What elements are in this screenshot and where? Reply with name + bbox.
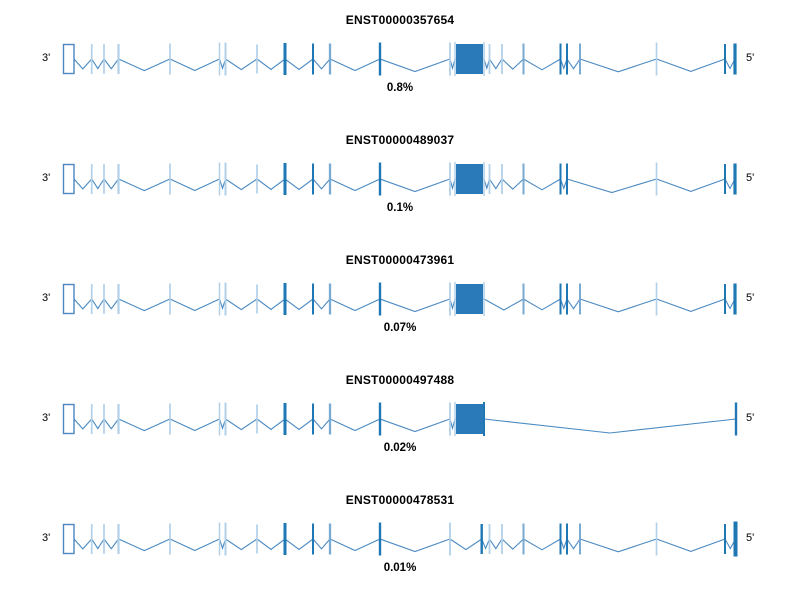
three-prime-label: 3'	[42, 292, 51, 304]
three-prime-label: 3'	[42, 412, 51, 424]
five-prime-label: 5'	[746, 172, 755, 184]
transcript-row-2: ENST00000489037 3' 5' 0.1%	[0, 120, 800, 240]
transcript-id: ENST00000489037	[345, 133, 455, 147]
three-prime-label: 3'	[42, 172, 51, 184]
transcript-structure-drawing	[62, 282, 737, 316]
transcript-row-4: ENST00000497488 3' 5' 0.02%	[0, 360, 800, 480]
five-prime-label: 5'	[746, 52, 755, 64]
three-prime-label: 3'	[42, 532, 51, 544]
transcript-id: ENST00000473961	[345, 253, 455, 267]
usage-percent: 0.07%	[383, 322, 417, 334]
transcript-structure-drawing	[62, 521, 738, 557]
transcript-row-1: ENST00000357654 3' 5' 0.8%	[0, 0, 800, 120]
usage-percent: 0.1%	[386, 202, 414, 214]
transcript-id: ENST00000497488	[345, 373, 455, 387]
transcript-structure-drawing	[62, 162, 737, 196]
usage-percent: 0.8%	[386, 82, 414, 94]
transcript-row-3: ENST00000473961 3' 5' 0.07%	[0, 240, 800, 360]
transcript-structure-drawing	[62, 42, 737, 76]
usage-percent: 0.01%	[383, 562, 417, 574]
transcript-structure-drawing	[62, 402, 738, 436]
usage-percent: 0.02%	[383, 442, 417, 454]
five-prime-label: 5'	[746, 412, 755, 424]
transcript-row-5: ENST00000478531 3' 5' 0.01%	[0, 480, 800, 600]
transcript-id: ENST00000357654	[345, 13, 455, 27]
five-prime-label: 5'	[746, 532, 755, 544]
three-prime-label: 3'	[42, 52, 51, 64]
transcript-id: ENST00000478531	[345, 493, 455, 507]
five-prime-label: 5'	[746, 292, 755, 304]
